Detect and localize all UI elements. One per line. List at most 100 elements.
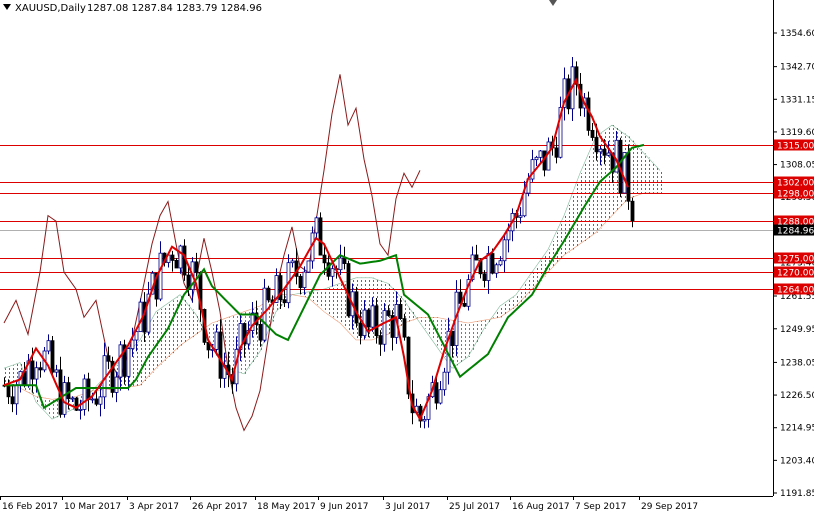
- price-tick-label: 1203.40: [780, 456, 814, 466]
- candle-body: [78, 409, 83, 411]
- cloud-segment: [526, 277, 530, 294]
- candle-body: [330, 268, 335, 277]
- candle-body: [374, 305, 379, 336]
- candle-body: [86, 378, 91, 400]
- cloud-segment: [90, 390, 94, 392]
- candle-body: [266, 287, 271, 301]
- candle-body: [518, 215, 523, 218]
- candle-body: [338, 257, 343, 271]
- cloud-segment: [186, 304, 190, 340]
- cloud-segment: [470, 322, 474, 350]
- candle-body: [242, 323, 247, 345]
- candle-body: [322, 254, 327, 264]
- time-tick-label: 3 Apr 2017: [129, 502, 179, 512]
- candle-body: [66, 382, 71, 400]
- cloud-segment: [414, 317, 418, 319]
- price-tick-label: 1331.15: [780, 95, 814, 105]
- price-tick-label: 1308.05: [780, 161, 814, 171]
- candle-body: [402, 318, 407, 338]
- candle-body: [50, 340, 55, 373]
- candle-body: [122, 344, 127, 377]
- candle-body: [442, 371, 447, 391]
- cloud-segment: [134, 344, 138, 386]
- cloud-segment: [574, 183, 578, 247]
- candle-body: [490, 253, 495, 274]
- price-tick-label: 1226.50: [780, 391, 814, 401]
- level-label: 1288.00: [777, 218, 814, 228]
- scroll-marker-icon[interactable]: [549, 0, 557, 6]
- price-tick-label: 1249.95: [780, 325, 814, 335]
- candle-body: [6, 385, 11, 398]
- cloud-segment: [34, 396, 38, 403]
- candle-body: [98, 396, 103, 405]
- candle-body: [438, 389, 443, 404]
- candle-body: [434, 382, 439, 404]
- candle-body: [470, 254, 475, 281]
- cloud-segment: [638, 149, 642, 195]
- cloud-segment: [2, 368, 6, 386]
- candle-body: [258, 324, 263, 341]
- price-tick-label: 1342.70: [780, 63, 814, 73]
- price-tick-label: 1273.40: [780, 259, 814, 269]
- cloud-segment: [338, 283, 342, 323]
- cloud-segment: [78, 395, 82, 404]
- cloud-segment: [106, 373, 110, 390]
- cloud-segment: [502, 303, 506, 315]
- time-tick-label: 10 Mar 2017: [64, 502, 121, 512]
- candle-body: [598, 148, 603, 153]
- collapse-triangle-icon[interactable]: [3, 4, 11, 10]
- cloud-segment: [174, 297, 178, 350]
- cloud-segment: [634, 144, 638, 196]
- candle-body: [354, 291, 359, 324]
- level-label: 1315.00: [777, 142, 814, 152]
- cloud-segment: [322, 289, 326, 312]
- candle-body: [482, 273, 487, 281]
- cloud-segment: [534, 266, 538, 285]
- candle-body: [474, 254, 479, 261]
- time-axis: 16 Feb 2017 10 Mar 2017 3 Apr 2017 26 Apr 2…: [0, 496, 698, 512]
- price-tick-label: 1191.85: [780, 489, 814, 499]
- candle-body: [106, 355, 111, 362]
- cloud-segment: [430, 317, 434, 340]
- candle-body: [530, 159, 535, 180]
- candle-body: [326, 262, 331, 277]
- candle-body: [486, 253, 491, 281]
- candle-body: [214, 331, 219, 350]
- candle-body: [314, 217, 319, 234]
- cloud-segment: [158, 308, 162, 365]
- cloud-segment: [542, 255, 546, 277]
- cloud-segment: [190, 309, 194, 338]
- cloud-segment: [182, 299, 186, 343]
- candle-body: [602, 148, 607, 156]
- cloud-segment: [130, 348, 134, 387]
- cloud-segment: [586, 154, 590, 239]
- current-price-box: [774, 224, 814, 236]
- cloud-segment: [554, 232, 558, 264]
- candle-body: [130, 339, 135, 349]
- candle-body: [94, 398, 99, 405]
- current-price-label: 1284.96: [777, 227, 814, 237]
- candle-body: [218, 331, 223, 379]
- candle-body: [54, 369, 59, 373]
- level-label-box: [774, 283, 814, 295]
- candle-body: [450, 330, 455, 346]
- candle-body: [14, 385, 19, 405]
- cloud-segment: [654, 166, 658, 193]
- cloud-segment: [478, 320, 482, 336]
- candle-body: [406, 336, 411, 395]
- cloud-segment: [498, 306, 502, 318]
- level-label: 1298.00: [777, 190, 814, 200]
- candle-body: [174, 259, 179, 269]
- candle-body: [290, 260, 295, 264]
- cloud-segment: [462, 322, 466, 360]
- cloud-segment: [358, 277, 362, 340]
- cloud-segment: [578, 173, 582, 244]
- cloud-segment: [514, 294, 518, 307]
- cloud-segment: [522, 283, 526, 298]
- cloud-segment: [378, 280, 382, 338]
- candle-body: [606, 152, 611, 156]
- candle-body: [114, 376, 119, 393]
